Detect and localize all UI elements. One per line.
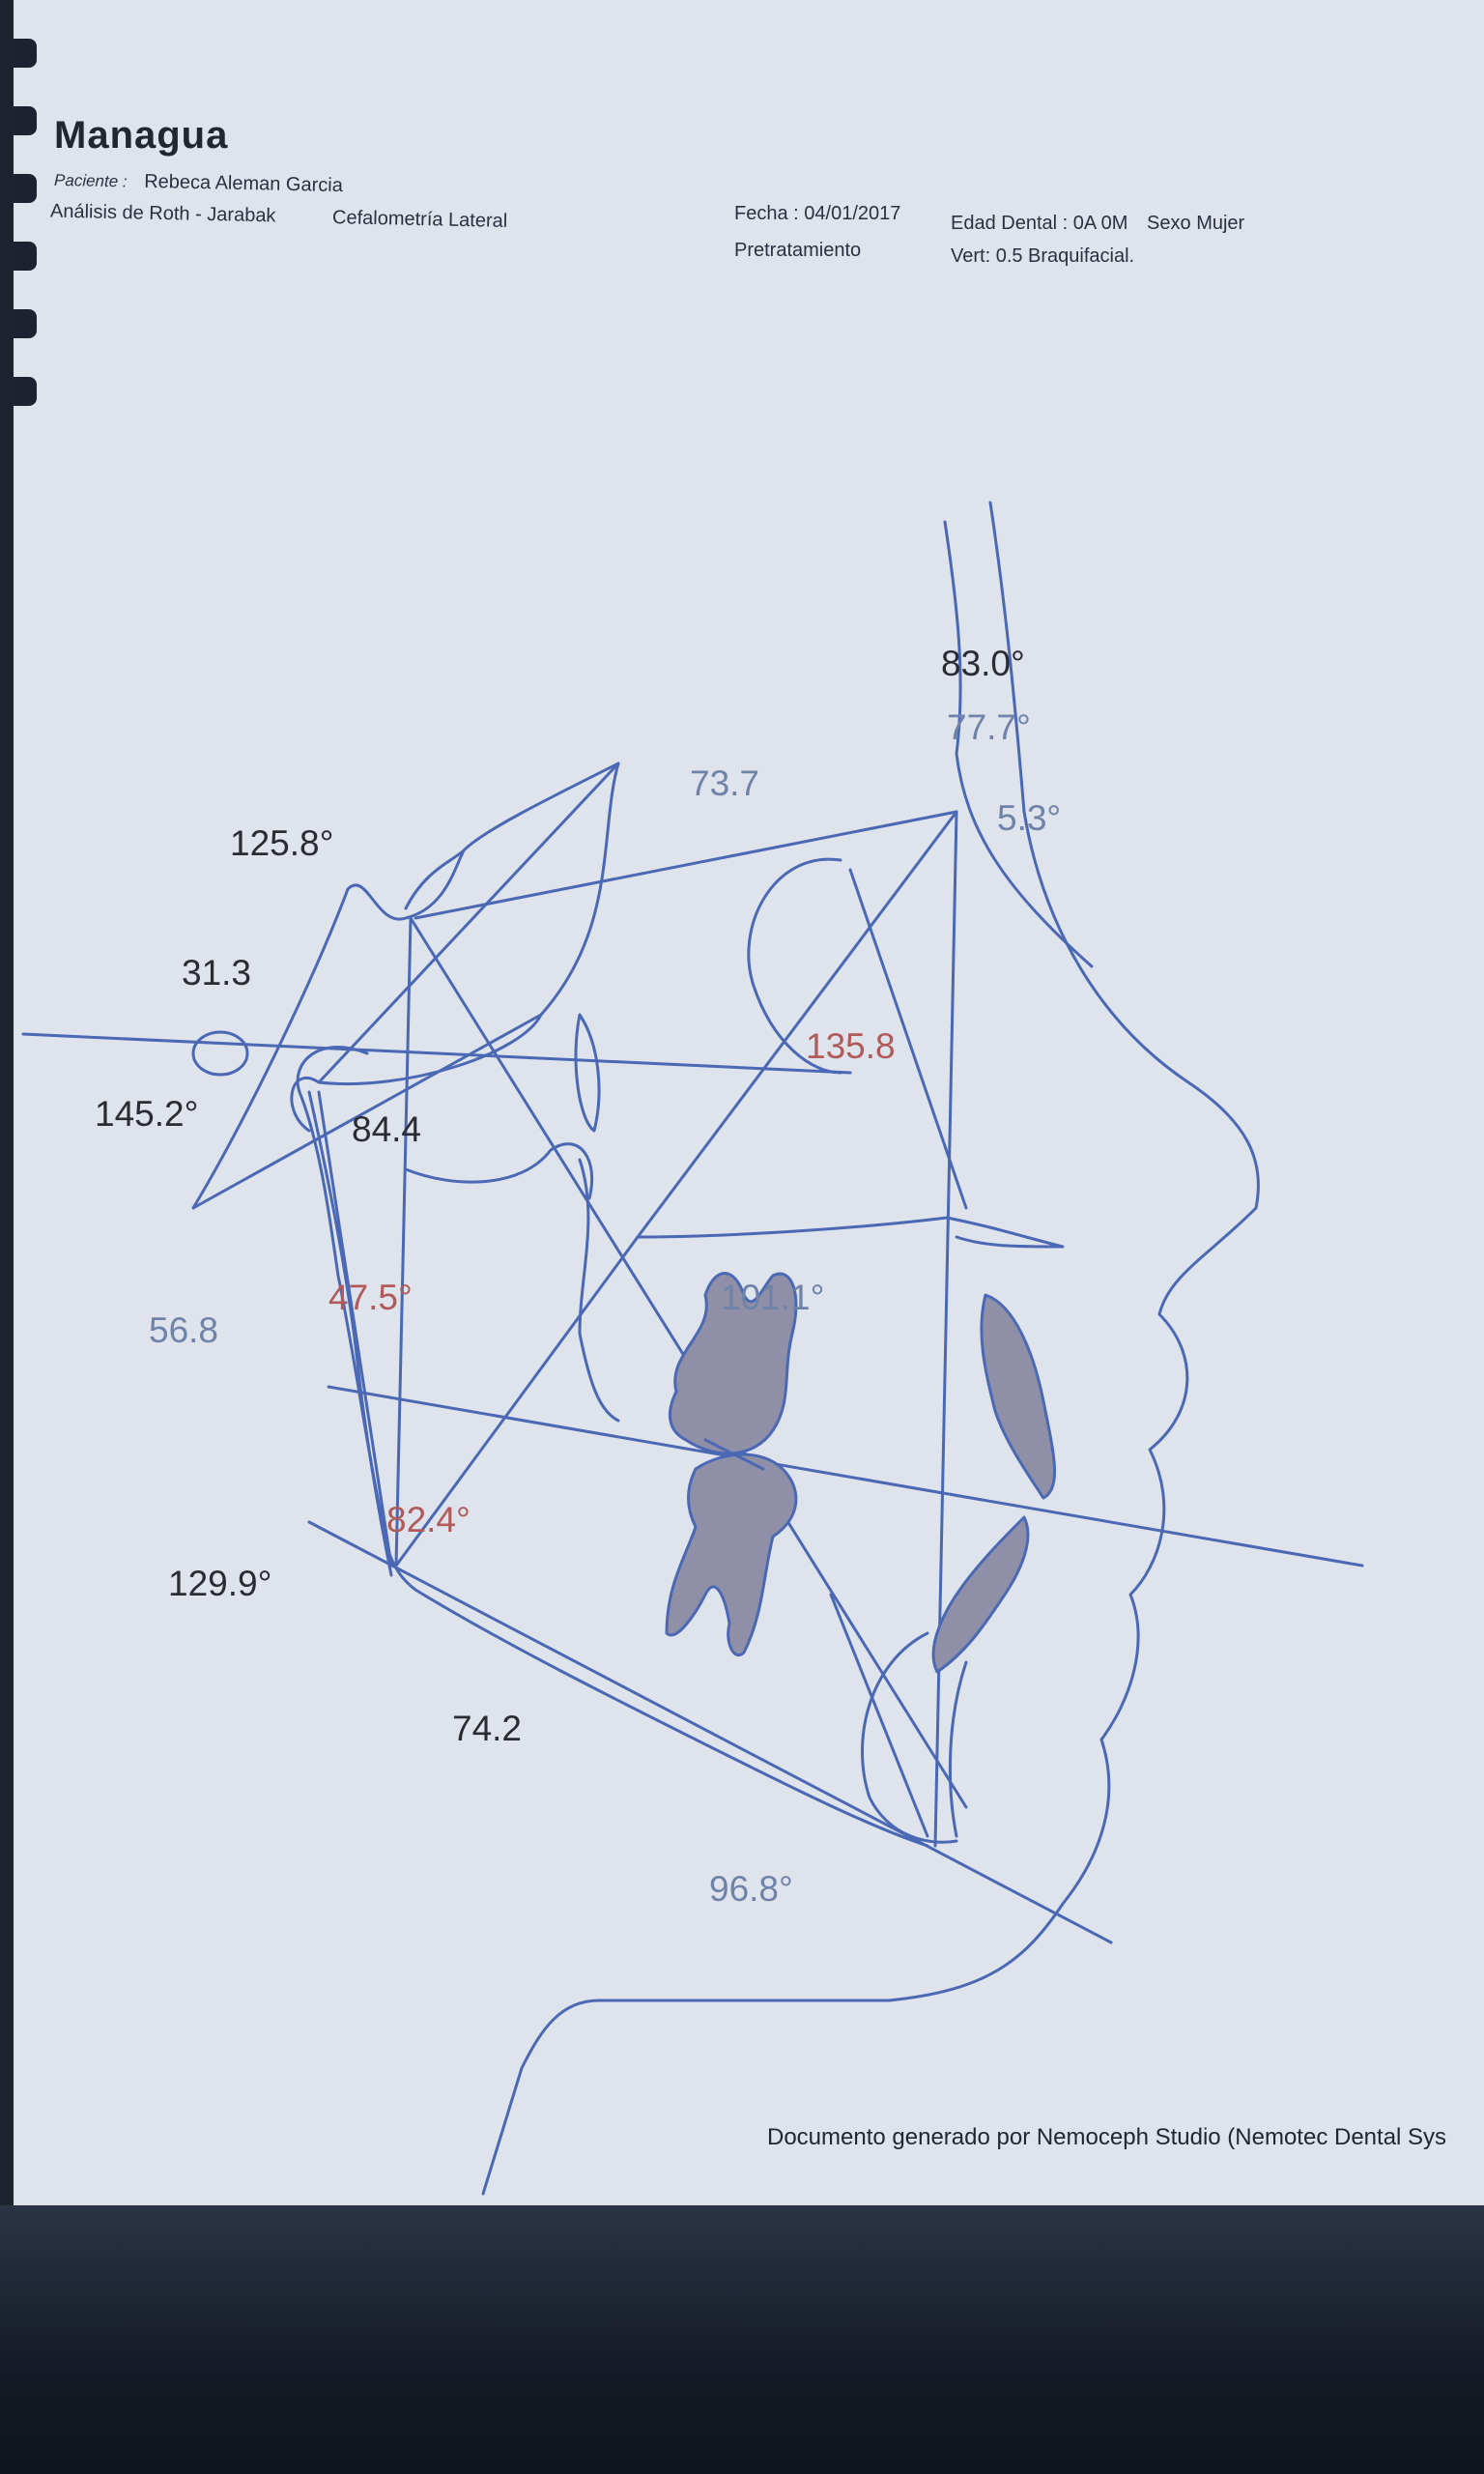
measure-83: 83.0° (941, 644, 1025, 683)
n-a-line (636, 810, 958, 1239)
ramus-posterior-outline (307, 1090, 393, 1577)
orbit-outline (747, 857, 842, 1075)
dental-age-row: Edad Dental : 0A 0M Sexo Mujer (951, 213, 1244, 235)
symphysis-inner-outline (948, 1660, 968, 1838)
phase: Pretratamiento (734, 240, 862, 261)
measure-82: 82.4° (386, 1500, 471, 1539)
soft-tissue-profile (481, 501, 1260, 2196)
sella-outline (404, 1142, 594, 1200)
measure-135: 135.8 (806, 1026, 896, 1066)
gonial-tangent-line (317, 1090, 393, 1568)
porion-ring (191, 1030, 249, 1077)
measure-56: 56.8 (149, 1310, 219, 1350)
s-go-line (394, 916, 413, 1568)
upper-incisor (980, 1293, 1056, 1500)
sex-label: Sexo (1147, 213, 1191, 234)
frankfort-line (21, 1032, 852, 1075)
clinic-name: Managua (54, 114, 229, 157)
measure-53: 5.3° (997, 798, 1062, 838)
palate-outline (636, 1216, 1065, 1249)
printed-sheet: Managua Paciente : Rebeca Aleman Garcia … (14, 0, 1484, 2205)
measure-96: 96.8° (709, 1869, 793, 1909)
spiral-binding (14, 0, 37, 425)
ramus-reference-line (191, 1013, 543, 1210)
date-value: 04/01/2017 (804, 203, 901, 224)
occlusal-line (327, 1385, 1364, 1568)
pterygoid-outline (404, 849, 466, 910)
lower-incisor (931, 1515, 1030, 1674)
lower-molar (665, 1453, 798, 1656)
footer-credit: Documento generado por Nemoceph Studio (… (767, 2124, 1447, 2150)
measure-84: 84.4 (352, 1109, 422, 1149)
symphysis-outline (861, 1631, 958, 1844)
facial-axis-line (848, 868, 968, 1210)
condyle-outline (296, 1046, 929, 1848)
maxilla-outline (578, 1158, 620, 1423)
sn-line (414, 810, 958, 920)
nasal-floor-outline (574, 1013, 601, 1133)
date-row: Fecha : 04/01/2017 (734, 203, 900, 225)
desk-surface (0, 2205, 1484, 2474)
frontal-bone-outline (943, 520, 1094, 968)
measure-101: 101.1° (721, 1278, 825, 1317)
dental-age-value: 0A 0M (1072, 213, 1128, 234)
cephalometric-tracing (21, 501, 1364, 2196)
upper-molar (668, 1272, 798, 1455)
n-me-line (933, 810, 958, 1848)
measure-73: 73.7 (690, 763, 760, 803)
measure-31: 31.3 (182, 953, 252, 992)
skull-base-outline (191, 762, 620, 1210)
dental-age-label: Edad Dental : (951, 213, 1069, 234)
mandibular-plane-line (307, 1520, 1113, 1944)
sex-value: Mujer (1196, 213, 1245, 234)
measure-47: 47.5° (328, 1278, 413, 1317)
ba-n-line (317, 762, 620, 1084)
measure-77: 77.7° (947, 707, 1031, 747)
measure-145: 145.2° (95, 1094, 199, 1134)
vertical-pattern: Vert: 0.5 Braquifacial. (951, 245, 1135, 267)
date-label: Fecha : (734, 203, 799, 224)
y-axis-line (394, 1235, 640, 1568)
measure-129: 129.9° (168, 1564, 272, 1603)
pt-gn-line (829, 1593, 929, 1838)
measure-74: 74.2 (452, 1709, 523, 1748)
lower-molar-occlusal-cross (703, 1438, 765, 1471)
measure-125: 125.8° (230, 823, 334, 863)
